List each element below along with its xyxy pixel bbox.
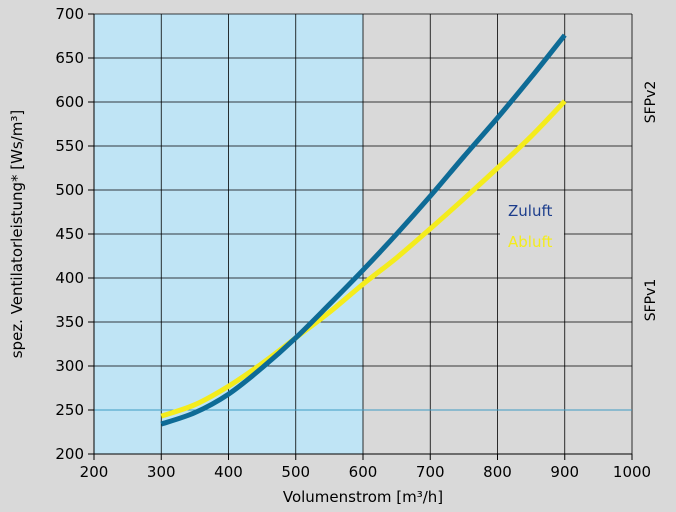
- legend: Zuluft Abluft: [500, 197, 564, 259]
- y-tick-label: 700: [55, 5, 84, 23]
- x-tick-label: 900: [550, 463, 579, 481]
- y-tick-label: 350: [55, 313, 84, 331]
- zone-labels: SFPv2 SFPv1: [643, 81, 659, 322]
- zone-label-sfpv2: SFPv2: [643, 81, 659, 124]
- series-group: [160, 33, 567, 427]
- y-axis-label: spez. Ventilatorleistung* [Ws/m³]: [8, 110, 26, 359]
- x-tick-label: 600: [349, 463, 378, 481]
- x-tick-label: 300: [147, 463, 176, 481]
- y-tick-label: 600: [55, 93, 84, 111]
- grid: [93, 13, 633, 455]
- legend-entry-abluft: Abluft: [508, 233, 552, 251]
- y-tick-label: 500: [55, 181, 84, 199]
- x-tick-label: 1000: [613, 463, 651, 481]
- x-tick-label: 400: [214, 463, 243, 481]
- y-tick-labels: 200 250 300 350 400 450 500 550 600 650 700: [55, 5, 84, 463]
- x-tick-label: 700: [416, 463, 445, 481]
- y-tick-label: 400: [55, 269, 84, 287]
- x-tick-label: 500: [281, 463, 310, 481]
- y-tick-label: 550: [55, 137, 84, 155]
- legend-entry-zuluft: Zuluft: [508, 202, 552, 220]
- axes: [88, 13, 633, 460]
- y-tick-label: 450: [55, 225, 84, 243]
- x-axis-label: Volumenstrom [m³/h]: [283, 488, 443, 506]
- y-tick-label: 300: [55, 357, 84, 375]
- zone-label-sfpv1: SFPv1: [643, 279, 659, 322]
- legend-background: [500, 197, 564, 259]
- series-line-abluft: [160, 99, 567, 419]
- series-line-zuluft: [160, 33, 567, 427]
- y-tick-label: 250: [55, 401, 84, 419]
- x-tick-label: 200: [80, 463, 109, 481]
- x-tick-labels: 200 300 400 500 600 700 800 900 1000: [80, 463, 651, 481]
- y-tick-label: 200: [55, 445, 84, 463]
- x-tick-label: 800: [483, 463, 512, 481]
- y-tick-label: 650: [55, 49, 84, 67]
